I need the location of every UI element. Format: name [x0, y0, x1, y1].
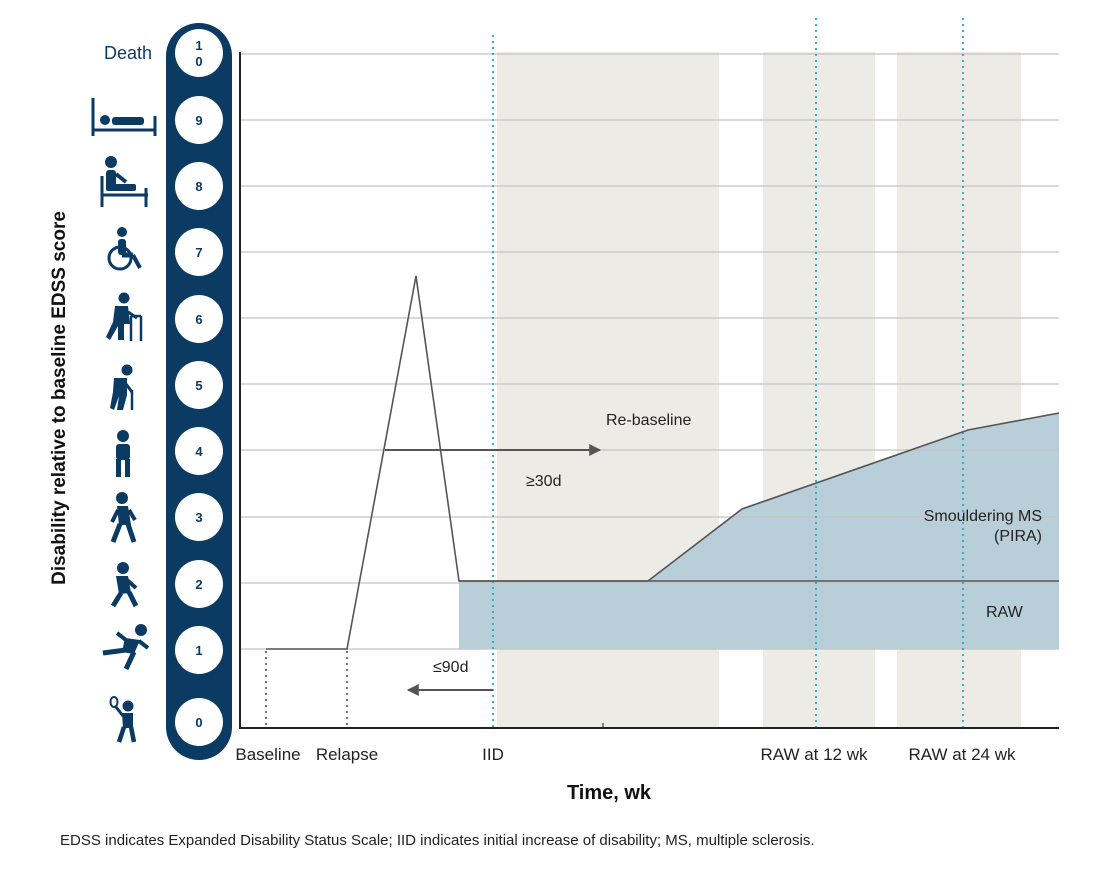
edss-score-label-1: 1	[195, 643, 202, 658]
raw-area	[459, 581, 1059, 649]
y-axis-title: Disability relative to baseline EDSS sco…	[49, 211, 70, 585]
person-with-cane-icon	[110, 365, 133, 411]
raw-label: RAW	[986, 604, 1024, 621]
footnote: EDSS indicates Expanded Disability Statu…	[60, 832, 815, 849]
ge30d-label: ≥30d	[526, 473, 561, 490]
person-with-walker-icon	[106, 293, 141, 342]
x-tick-iid: IID	[482, 745, 504, 764]
standing-person-icon	[116, 430, 130, 477]
edss-score-label-3: 3	[195, 510, 202, 525]
person-with-racket-icon	[111, 697, 135, 742]
x-tick-raw-12wk: RAW at 12 wk	[760, 745, 868, 764]
x-tick-raw-24wk: RAW at 24 wk	[908, 745, 1016, 764]
limping-walking-person-icon	[113, 562, 136, 606]
wheelchair-icon	[109, 227, 140, 269]
smouldering-label: Smouldering MS	[924, 508, 1042, 525]
person-sitting-in-bed-icon	[102, 156, 148, 207]
x-tick-relapse: Relapse	[316, 745, 378, 764]
x-tick-baseline: Baseline	[235, 745, 300, 764]
edss-score-circles: 0 1 2 3 4 5 6 7 8 9 1 0	[175, 29, 223, 746]
death-label: Death	[104, 43, 152, 63]
edss-score-label-2: 2	[195, 577, 202, 592]
edss-score-label-0: 0	[195, 715, 202, 730]
walking-person-icon	[112, 492, 135, 542]
rebaseline-label: Re-baseline	[606, 412, 691, 429]
edss-score-label-7: 7	[195, 245, 202, 260]
person-lying-in-bed-icon	[93, 98, 155, 136]
edss-score-label-6: 6	[195, 312, 202, 327]
grey-dotted-markers	[266, 651, 347, 728]
le90d-label: ≤90d	[433, 659, 468, 676]
pira-label: (PIRA)	[994, 528, 1042, 545]
edss-circle-10	[175, 29, 223, 77]
x-axis-title: Time, wk	[567, 782, 652, 804]
edss-score-label-9: 9	[195, 113, 202, 128]
running-person-icon	[103, 624, 148, 669]
edss-score-label-8: 8	[195, 179, 202, 194]
edss-score-label-4: 4	[195, 444, 203, 459]
edss-score-label-5: 5	[195, 378, 202, 393]
